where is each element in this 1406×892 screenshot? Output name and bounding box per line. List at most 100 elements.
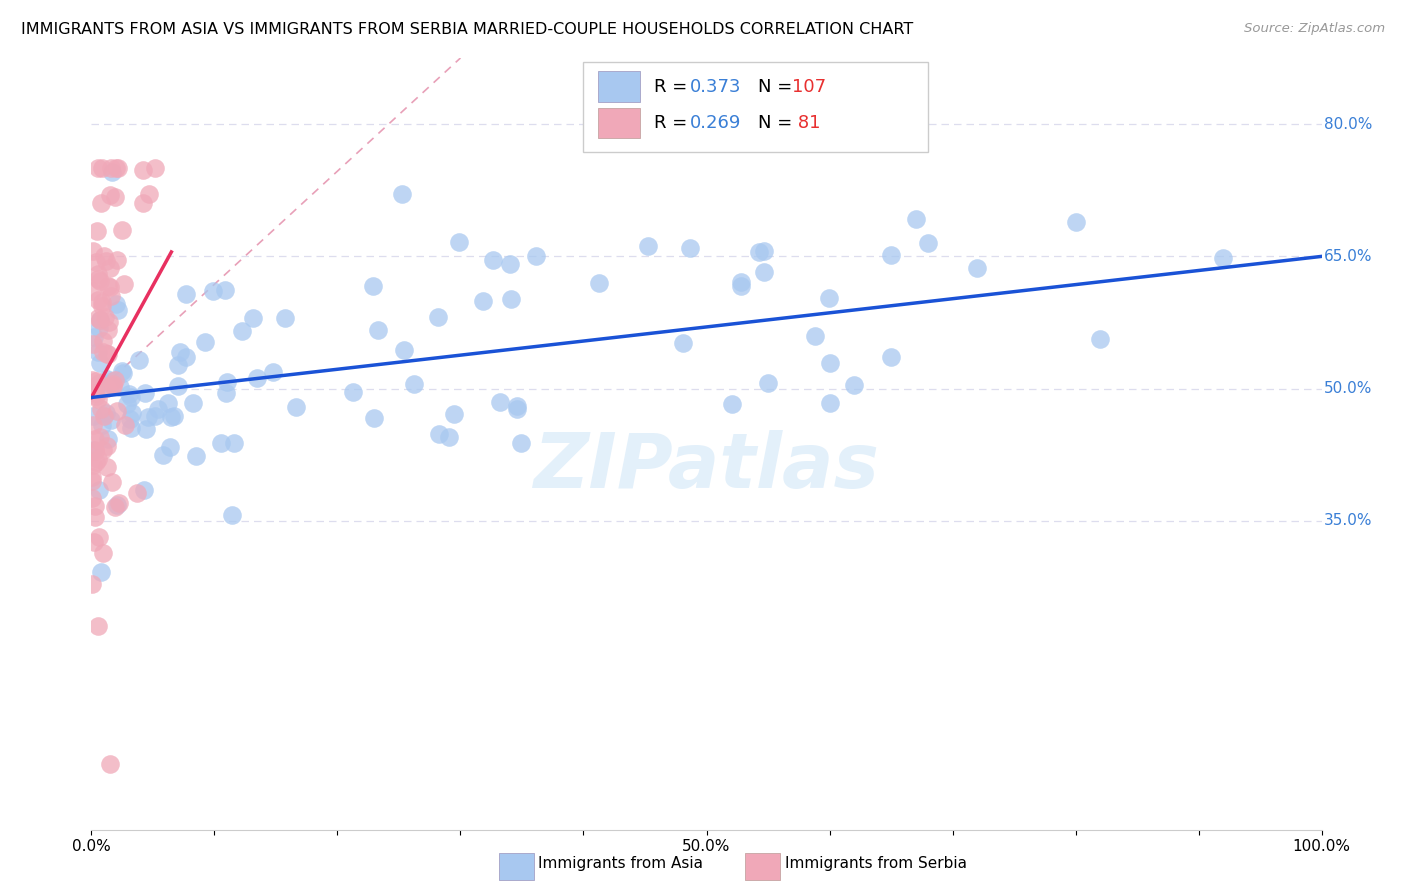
Text: N =: N =: [758, 114, 797, 132]
Point: [82, 491, 104, 505]
Point: [121, 406, 143, 420]
Point: [84, 455, 107, 469]
Point: [98, 757, 121, 772]
Point: [637, 239, 659, 253]
Point: [214, 283, 236, 297]
Point: [904, 212, 927, 227]
Point: [87, 483, 110, 498]
Point: [111, 223, 134, 237]
Point: [82, 284, 104, 298]
Point: [82, 458, 104, 472]
Point: [112, 366, 135, 380]
Point: [221, 508, 243, 522]
Point: [209, 436, 232, 450]
Point: [472, 294, 495, 309]
Point: [730, 275, 752, 289]
Point: [82, 474, 104, 488]
Point: [202, 284, 225, 298]
Point: [101, 374, 124, 388]
Point: [87, 376, 110, 391]
Point: [391, 186, 413, 201]
Point: [104, 161, 127, 176]
Point: [159, 409, 181, 424]
Point: [90, 299, 112, 313]
Point: [100, 161, 122, 176]
Point: [143, 161, 166, 176]
Point: [166, 358, 188, 372]
Point: [84, 510, 107, 524]
Point: [134, 483, 156, 498]
Point: [96, 347, 118, 361]
Point: [82, 337, 104, 351]
Text: ZIPatlas: ZIPatlas: [533, 430, 880, 504]
Point: [90, 565, 112, 579]
Point: [98, 314, 121, 328]
Point: [100, 165, 122, 179]
Point: [135, 422, 157, 436]
Point: [100, 412, 122, 426]
Point: [754, 265, 776, 279]
Point: [96, 406, 118, 420]
Point: [91, 546, 114, 560]
Point: [91, 295, 114, 310]
Point: [115, 397, 138, 411]
Text: 0.269: 0.269: [690, 114, 742, 132]
Point: [87, 619, 110, 633]
Point: [87, 392, 110, 407]
Point: [84, 444, 107, 458]
Point: [880, 350, 903, 364]
Point: [242, 310, 264, 325]
Point: [152, 448, 174, 462]
Point: [104, 373, 127, 387]
Point: [104, 190, 127, 204]
Point: [131, 163, 153, 178]
Point: [112, 277, 135, 292]
Point: [285, 400, 308, 414]
Point: [91, 443, 114, 458]
Point: [186, 450, 208, 464]
Point: [163, 409, 186, 423]
Point: [361, 279, 384, 293]
Point: [730, 279, 752, 293]
Text: Immigrants from Serbia: Immigrants from Serbia: [785, 856, 966, 871]
Point: [87, 161, 110, 176]
Point: [194, 334, 217, 349]
Point: [105, 404, 128, 418]
Point: [1088, 332, 1111, 346]
Point: [89, 274, 111, 288]
Point: [98, 280, 121, 294]
Point: [118, 386, 141, 401]
Text: R =: R =: [654, 78, 693, 95]
Point: [588, 277, 610, 291]
Point: [96, 460, 118, 475]
Point: [86, 224, 108, 238]
Point: [91, 344, 114, 359]
Point: [524, 249, 547, 263]
Point: [506, 402, 529, 417]
Point: [97, 279, 120, 293]
Point: [880, 248, 903, 262]
Point: [87, 451, 110, 466]
Point: [167, 379, 190, 393]
Point: [443, 408, 465, 422]
Text: Immigrants from Asia: Immigrants from Asia: [538, 856, 703, 871]
Text: 50.0%: 50.0%: [1324, 381, 1372, 396]
Point: [89, 430, 111, 444]
Text: 35.0%: 35.0%: [1324, 514, 1372, 528]
Point: [93, 310, 115, 324]
Point: [98, 260, 121, 275]
Point: [80, 577, 103, 591]
Point: [174, 286, 197, 301]
Text: Source: ZipAtlas.com: Source: ZipAtlas.com: [1244, 22, 1385, 36]
Point: [426, 310, 449, 324]
Point: [754, 244, 776, 259]
Point: [273, 310, 295, 325]
Point: [128, 353, 150, 368]
Point: [108, 496, 131, 510]
Point: [245, 371, 267, 385]
Point: [87, 345, 110, 359]
Point: [98, 187, 121, 202]
Point: [138, 186, 160, 201]
Point: [107, 161, 129, 176]
Point: [392, 343, 415, 357]
